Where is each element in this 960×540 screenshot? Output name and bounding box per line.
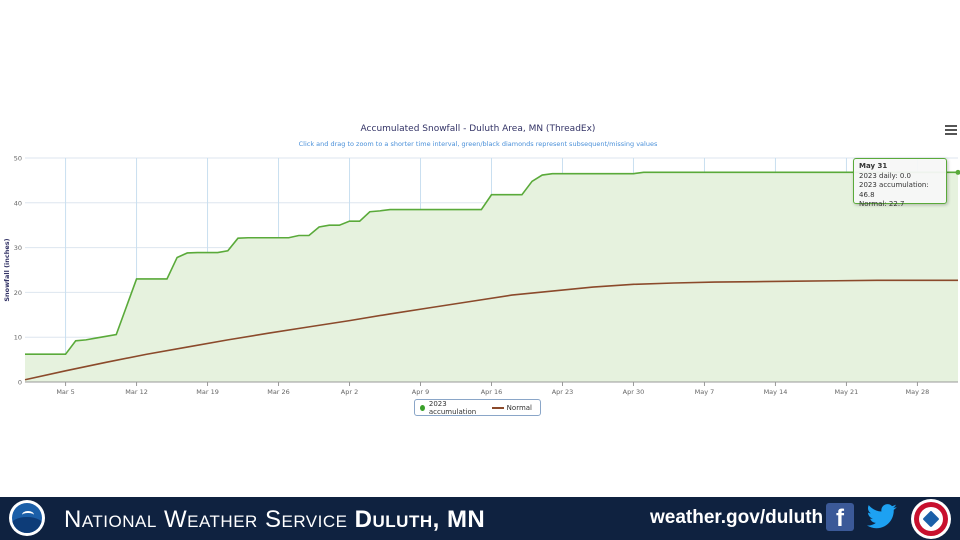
x-tick-label: May 14 <box>764 388 788 396</box>
chart-title: Accumulated Snowfall - Duluth Area, MN (… <box>361 124 596 134</box>
x-tick-label: Mar 12 <box>125 388 148 396</box>
legend-label: Normal <box>506 403 532 412</box>
x-tick-label: Apr 16 <box>481 388 503 396</box>
axes: 0 10 20 30 40 50 Mar 5 Mar 12 Mar 19 Mar 26 Apr 2 A… <box>14 155 958 396</box>
normal-series-line[interactable] <box>24 279 958 381</box>
y-tick-label: 40 <box>14 199 22 207</box>
footer-url[interactable]: weather.gov/duluth <box>650 507 824 528</box>
legend-label: 2023 accumulation <box>428 399 477 416</box>
x-tick-label: Apr 30 <box>623 388 645 396</box>
y-tick-label: 50 <box>14 155 22 163</box>
chart-legend: 2023 accumulation Normal <box>414 399 541 416</box>
chart-subtitle: Click and drag to zoom to a shorter time… <box>299 140 658 148</box>
tooltip-line: 2023 accumulation: 46.8 <box>859 181 929 199</box>
x-tick-label: Mar 26 <box>267 388 290 396</box>
legend-item-accumulation[interactable]: 2023 accumulation <box>420 400 484 416</box>
y-tick-label: 20 <box>14 289 22 297</box>
x-tick-label: Apr 2 <box>341 388 358 396</box>
y-tick-label: 10 <box>14 334 22 342</box>
tooltip-line: Normal: 22.7 <box>859 200 905 208</box>
legend-line-icon <box>491 406 504 409</box>
footer-title: National Weather Service Duluth, MN <box>64 506 485 534</box>
legend-dot-icon <box>420 404 425 411</box>
tooltip-line: 2023 daily: 0.0 <box>859 171 912 180</box>
accumulation-series-line[interactable] <box>25 171 958 356</box>
x-tick-label: Apr 23 <box>552 388 574 396</box>
footer-title-bold: Duluth, MN <box>354 506 486 533</box>
chart-tooltip: May 31 2023 daily: 0.0 2023 accumulation… <box>853 158 947 208</box>
footer-title-regular: National Weather Service <box>64 506 348 533</box>
accumulation-area <box>25 172 958 382</box>
legend-item-normal[interactable]: Normal <box>491 403 532 412</box>
x-tick-label: Mar 5 <box>56 388 74 396</box>
hover-marker <box>955 169 960 175</box>
facebook-icon[interactable]: f <box>826 503 854 532</box>
footer-banner: National Weather Service Duluth, MN weat… <box>0 497 960 540</box>
twitter-icon[interactable] <box>866 503 898 531</box>
hamburger-menu-icon[interactable] <box>945 125 957 135</box>
y-axis-label: Snowfall (inches) <box>3 238 11 301</box>
snowfall-chart[interactable]: Accumulated Snowfall - Duluth Area, MN (… <box>0 112 960 422</box>
x-tick-label: May 28 <box>906 388 930 396</box>
noaa-logo <box>9 500 45 536</box>
x-tick-label: May 21 <box>835 388 859 396</box>
x-tick-label: Mar 19 <box>196 388 219 396</box>
x-tick-label: Apr 9 <box>412 388 429 396</box>
x-tick-label: May 7 <box>695 388 715 396</box>
tooltip-date: May 31 <box>859 162 888 170</box>
y-tick-label: 0 <box>18 379 22 387</box>
nws-logo <box>911 499 951 539</box>
plot-area[interactable] <box>24 169 960 382</box>
y-tick-label: 30 <box>14 244 22 252</box>
